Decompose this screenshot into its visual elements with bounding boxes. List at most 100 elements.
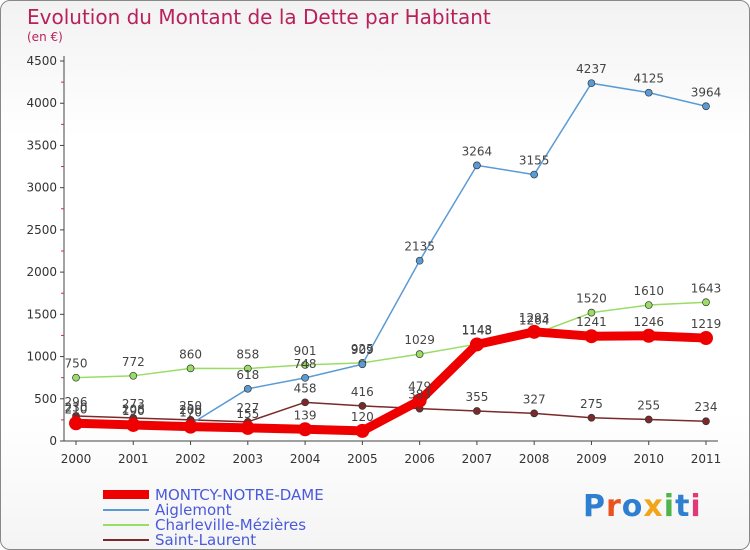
x-tick-label: 2001 — [118, 452, 149, 466]
x-tick-label: 2002 — [175, 452, 206, 466]
y-tick-label: 3000 — [26, 181, 57, 195]
data-label-3: 275 — [580, 397, 603, 411]
series-point-1 — [301, 373, 309, 382]
logo-letter: x — [643, 489, 664, 524]
series-point-0 — [469, 337, 484, 352]
legend-swatch — [103, 524, 149, 526]
x-tick-label: 2005 — [347, 452, 378, 466]
axes: 0 500 1000 1500 2000 2500 3000 3500 4000 4500 2000… — [26, 54, 721, 466]
series-point-0 — [69, 416, 83, 431]
data-label-1: 748 — [294, 357, 317, 371]
series-point-0 — [355, 423, 370, 438]
series-point-2 — [644, 301, 653, 309]
data-label-0: 1293 — [519, 311, 550, 325]
series-point-0 — [412, 393, 427, 408]
logo-letter: i — [663, 489, 676, 524]
series-point-1 — [473, 161, 481, 170]
data-label-3: 355 — [465, 390, 488, 404]
data-label-2: 1264 — [519, 313, 550, 327]
data-label-3: 234 — [695, 400, 718, 414]
proxiti-logo: Proxiti — [583, 489, 702, 524]
series-point-2 — [72, 373, 80, 382]
y-tick-label: 1000 — [26, 350, 57, 364]
data-label-3: 250 — [179, 399, 202, 413]
data-label-0: 210 — [65, 402, 88, 416]
series-point-2 — [243, 364, 252, 373]
series-point-1 — [358, 360, 367, 369]
data-label-1: 4237 — [576, 62, 607, 76]
data-label-1: 208 — [122, 402, 145, 416]
data-label-0: 139 — [294, 408, 317, 422]
series-point-1 — [415, 256, 424, 265]
series-line-0 — [71, 327, 711, 436]
series-point-2 — [415, 350, 424, 358]
series-point-0 — [183, 419, 198, 434]
x-tick-label: 2006 — [404, 452, 435, 466]
series-point-3 — [358, 402, 367, 410]
y-tick-label: 0 — [49, 434, 57, 448]
data-label-3: 227 — [236, 401, 259, 415]
series-point-3 — [301, 398, 309, 407]
series-point-0 — [584, 329, 599, 344]
x-tick-label: 2000 — [61, 452, 92, 466]
logo-letter: o — [621, 489, 644, 524]
series-point-1 — [530, 170, 539, 179]
legend-label: Saint-Laurent — [155, 531, 257, 549]
legend-label: Charleville-Mézières — [155, 516, 307, 534]
logo-letter: P — [583, 489, 606, 524]
series-point-0 — [126, 417, 141, 432]
x-tick-label: 2011 — [691, 452, 722, 466]
series-line-2 — [75, 301, 707, 379]
data-label-0: 1241 — [576, 315, 607, 329]
y-tick-label: 2500 — [26, 223, 57, 237]
data-label-2: 925 — [351, 342, 374, 356]
series-point-2 — [186, 364, 195, 373]
y-tick-label: 500 — [34, 392, 57, 406]
y-tick-label: 4000 — [26, 96, 57, 110]
series-point-0 — [298, 422, 313, 437]
data-label-1: 4125 — [633, 72, 664, 86]
data-label-0: 1246 — [633, 315, 664, 329]
x-tick-label: 2008 — [519, 452, 550, 466]
data-label-2: 750 — [65, 357, 88, 371]
data-label-2: 901 — [294, 344, 317, 358]
data-label-1: 3264 — [462, 144, 493, 158]
logo-letter: i — [690, 489, 702, 524]
logo-letter: t — [675, 489, 691, 524]
data-label-1: 230 — [65, 401, 88, 415]
chart-title: Evolution du Montant de la Dette par Hab… — [27, 5, 491, 29]
series-point-2 — [702, 298, 710, 307]
data-label-0: 120 — [351, 410, 374, 424]
data-label-0: 1219 — [691, 317, 722, 331]
data-label-0: 155 — [236, 407, 259, 421]
data-label-1: 618 — [236, 368, 259, 382]
data-label-3: 255 — [637, 398, 660, 412]
data-label-0: 170 — [179, 406, 202, 420]
series-lines — [69, 79, 713, 438]
data-label-3: 296 — [65, 395, 88, 409]
series-point-0 — [240, 420, 255, 435]
data-label-2: 860 — [179, 347, 202, 361]
data-label-0: 479 — [408, 380, 431, 394]
series-point-3 — [473, 407, 481, 415]
data-label-2: 1148 — [462, 323, 493, 337]
data-label-2: 1610 — [633, 284, 664, 298]
series-point-2 — [129, 371, 138, 380]
series-line-1 — [75, 82, 707, 425]
data-label-1: 2135 — [404, 240, 435, 254]
data-label-3: 416 — [351, 385, 374, 399]
data-label-1: 909 — [351, 343, 374, 357]
series-point-3 — [530, 409, 539, 418]
data-label-3: 458 — [294, 381, 317, 395]
x-tick-label: 2009 — [576, 452, 607, 466]
data-label-2: 772 — [122, 355, 145, 369]
series-point-1 — [243, 384, 252, 393]
legend-label: Aiglemont — [155, 501, 232, 519]
y-tick-label: 2000 — [26, 265, 57, 279]
data-label-1: 3964 — [691, 85, 722, 99]
legend-swatch — [103, 509, 149, 511]
series-point-2 — [301, 361, 309, 369]
series-point-1 — [644, 88, 653, 97]
